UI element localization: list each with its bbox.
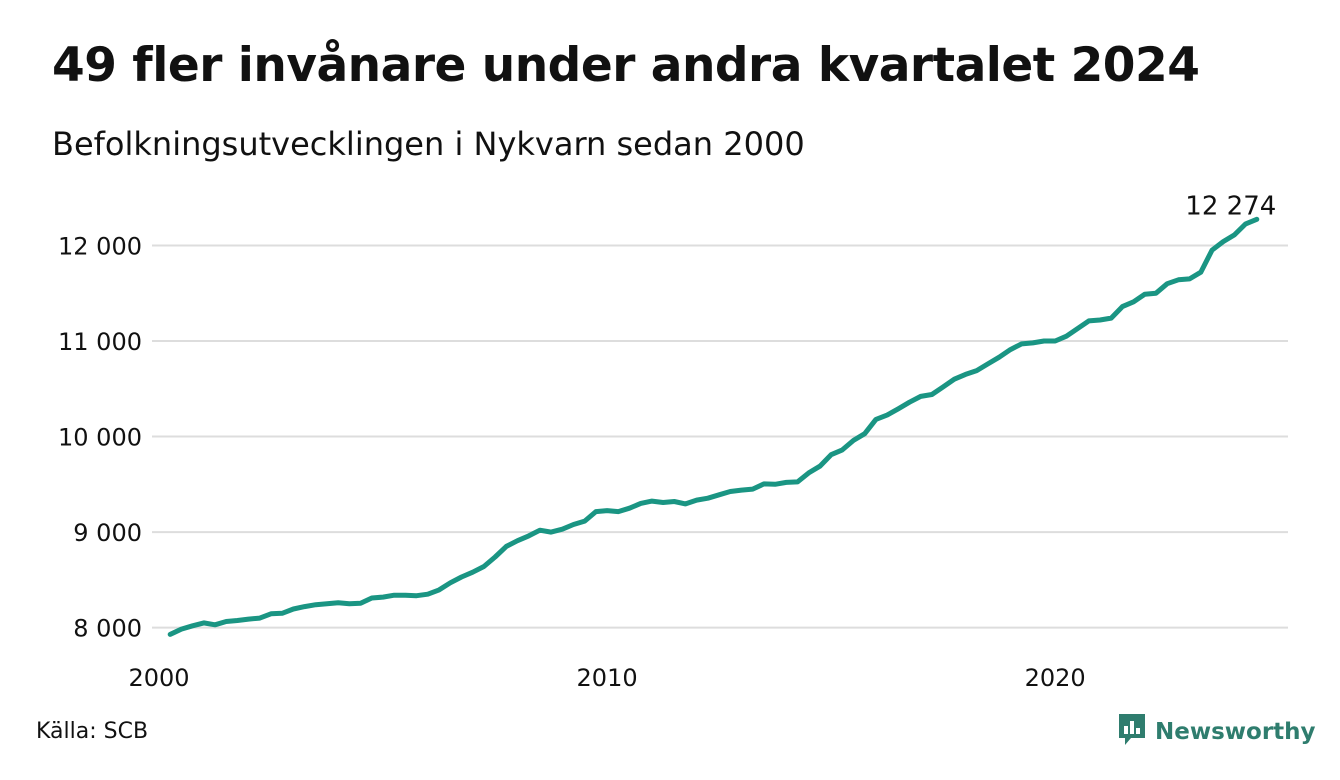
y-tick-label: 8 000 [73, 615, 142, 643]
brand-logo[interactable]: Newsworthy [1117, 712, 1316, 752]
x-axis-tick-labels: 2000 2010 2020 [128, 664, 1085, 692]
series-lines [167, 216, 1260, 637]
chart-subtitle: Befolkningsutvecklingen i Nykvarn sedan … [52, 125, 805, 163]
x-tick-label: 2020 [1025, 664, 1086, 692]
x-tick-label: 2000 [128, 664, 189, 692]
y-tick-label: 12 000 [58, 232, 142, 260]
end-value-label: 12 274 [1185, 191, 1276, 221]
series-line [167, 216, 1260, 637]
source-note: Källa: SCB [36, 719, 149, 744]
chart-title: 49 fler invånare under andra kvartalet 2… [52, 38, 1200, 93]
y-tick-label: 9 000 [73, 519, 142, 547]
y-axis-tick-labels: 8 000 9 000 10 000 11 000 12 000 [58, 232, 142, 642]
y-tick-label: 11 000 [58, 328, 142, 356]
x-tick-label: 2010 [577, 664, 638, 692]
brand-name: Newsworthy [1155, 719, 1316, 745]
newsworthy-chart-logo-icon [1117, 712, 1147, 752]
y-tick-label: 10 000 [58, 424, 142, 452]
grid-lines [152, 244, 1288, 629]
